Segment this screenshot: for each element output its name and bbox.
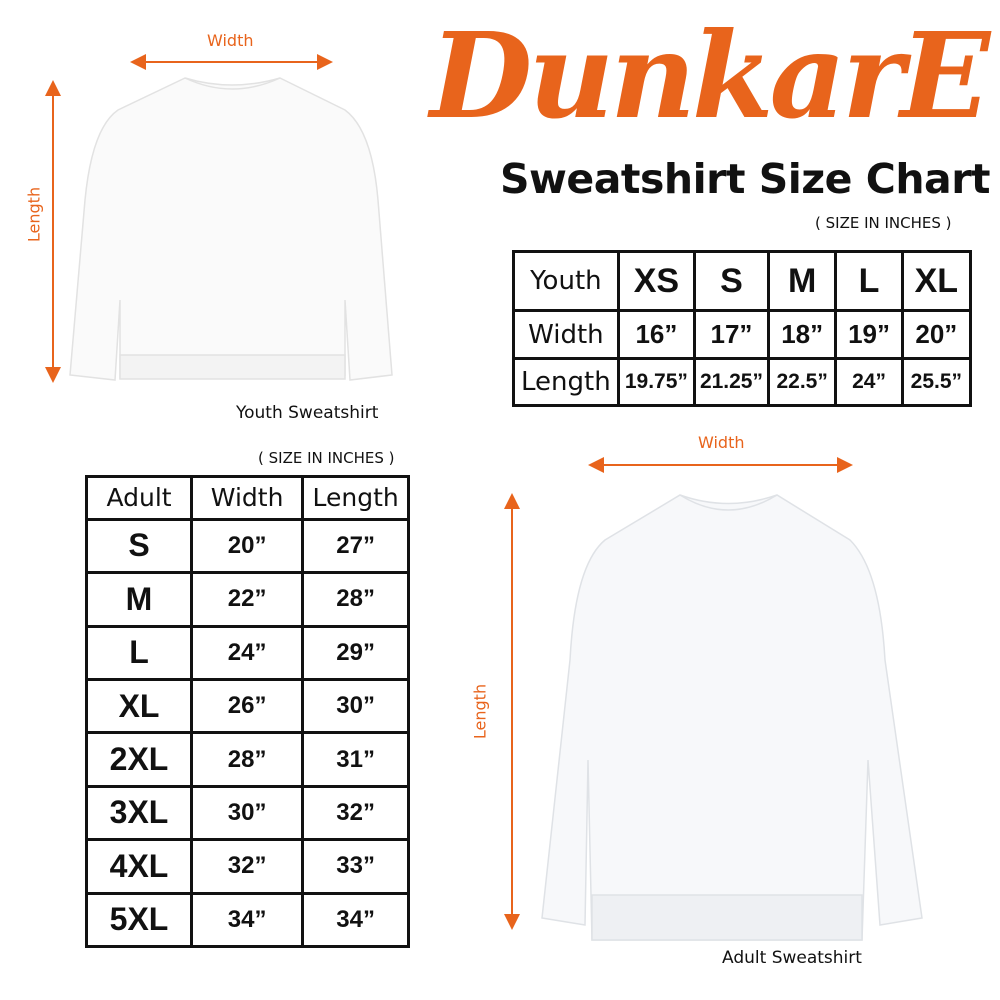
table-cell: 19.75” bbox=[616, 357, 697, 407]
table-cell: 28” bbox=[190, 731, 305, 788]
table-header-row: Adult Width Length bbox=[84, 475, 410, 521]
youth-length-label: Length bbox=[24, 186, 44, 243]
table-cell: 2XL bbox=[84, 731, 194, 788]
table-cell: 19” bbox=[834, 309, 904, 361]
table-row: S 20” 27” bbox=[84, 517, 410, 575]
table-header-cell: Length bbox=[301, 475, 410, 521]
adult-units-note: ( SIZE IN INCHES ) bbox=[258, 449, 395, 467]
table-row: 5XL 34” 34” bbox=[84, 891, 410, 949]
table-cell: 31” bbox=[301, 731, 410, 788]
youth-units-note: ( SIZE IN INCHES ) bbox=[815, 214, 952, 232]
table-row: L 24” 29” bbox=[84, 624, 410, 681]
table-cell: Width bbox=[512, 309, 620, 361]
table-row: 3XL 30” 32” bbox=[84, 784, 410, 842]
table-cell: 18” bbox=[766, 309, 838, 361]
youth-size-table: Youth XS S M L XL Width 16” 17” 18” 19” 20” Length 19… bbox=[512, 249, 973, 407]
page-title: Sweatshirt Size Chart bbox=[500, 155, 991, 203]
table-cell: 20” bbox=[900, 309, 973, 361]
table-cell: XL bbox=[84, 677, 194, 735]
table-cell: S bbox=[84, 517, 194, 575]
table-cell: 30” bbox=[190, 784, 305, 842]
table-cell: 32” bbox=[301, 784, 410, 842]
table-cell: 33” bbox=[301, 838, 410, 895]
table-cell: 30” bbox=[301, 677, 410, 735]
table-cell: 27” bbox=[301, 517, 410, 575]
table-cell: 17” bbox=[693, 309, 770, 361]
table-cell: 26” bbox=[190, 677, 305, 735]
brand-logo: DunkarE bbox=[430, 6, 990, 145]
table-cell: Length bbox=[512, 357, 620, 407]
table-header-cell: XS bbox=[616, 249, 697, 313]
adult-width-label: Width bbox=[698, 433, 745, 452]
table-cell: 20” bbox=[190, 517, 305, 575]
table-header-cell: M bbox=[766, 249, 838, 313]
table-row: Length 19.75” 21.25” 22.5” 24” 25.5” bbox=[512, 357, 973, 407]
table-cell: L bbox=[84, 624, 194, 681]
table-cell: 5XL bbox=[84, 891, 194, 949]
adult-caption: Adult Sweatshirt bbox=[722, 948, 862, 968]
adult-sweatshirt-image bbox=[541, 494, 923, 941]
table-header-cell: Width bbox=[190, 475, 305, 521]
table-header-cell: Adult bbox=[84, 475, 194, 521]
table-cell: 34” bbox=[301, 891, 410, 949]
table-header-cell: XL bbox=[900, 249, 973, 313]
table-cell: 29” bbox=[301, 624, 410, 681]
youth-sweatshirt-image bbox=[69, 77, 393, 381]
table-cell: 16” bbox=[616, 309, 697, 361]
table-cell: 21.25” bbox=[693, 357, 770, 407]
table-header-cell: Youth bbox=[512, 249, 620, 313]
adult-length-label: Length bbox=[470, 683, 490, 740]
table-row: 4XL 32” 33” bbox=[84, 838, 410, 895]
table-cell: M bbox=[84, 571, 194, 628]
table-row: M 22” 28” bbox=[84, 571, 410, 628]
table-cell: 28” bbox=[301, 571, 410, 628]
youth-caption: Youth Sweatshirt bbox=[236, 403, 379, 423]
table-header-cell: S bbox=[693, 249, 770, 313]
table-cell: 3XL bbox=[84, 784, 194, 842]
table-cell: 32” bbox=[190, 838, 305, 895]
table-row: Width 16” 17” 18” 19” 20” bbox=[512, 309, 973, 361]
table-cell: 24” bbox=[834, 357, 904, 407]
table-header-cell: L bbox=[834, 249, 904, 313]
table-cell: 4XL bbox=[84, 838, 194, 895]
table-cell: 25.5” bbox=[900, 357, 973, 407]
table-header-row: Youth XS S M L XL bbox=[512, 249, 973, 313]
table-cell: 22” bbox=[190, 571, 305, 628]
table-cell: 22.5” bbox=[766, 357, 838, 407]
youth-width-label: Width bbox=[207, 31, 254, 50]
table-row: XL 26” 30” bbox=[84, 677, 410, 735]
table-cell: 34” bbox=[190, 891, 305, 949]
table-cell: 24” bbox=[190, 624, 305, 681]
adult-size-table: Adult Width Length S 20” 27” M 22” 28” L 24” 29” XL 2… bbox=[84, 475, 410, 949]
table-row: 2XL 28” 31” bbox=[84, 731, 410, 788]
